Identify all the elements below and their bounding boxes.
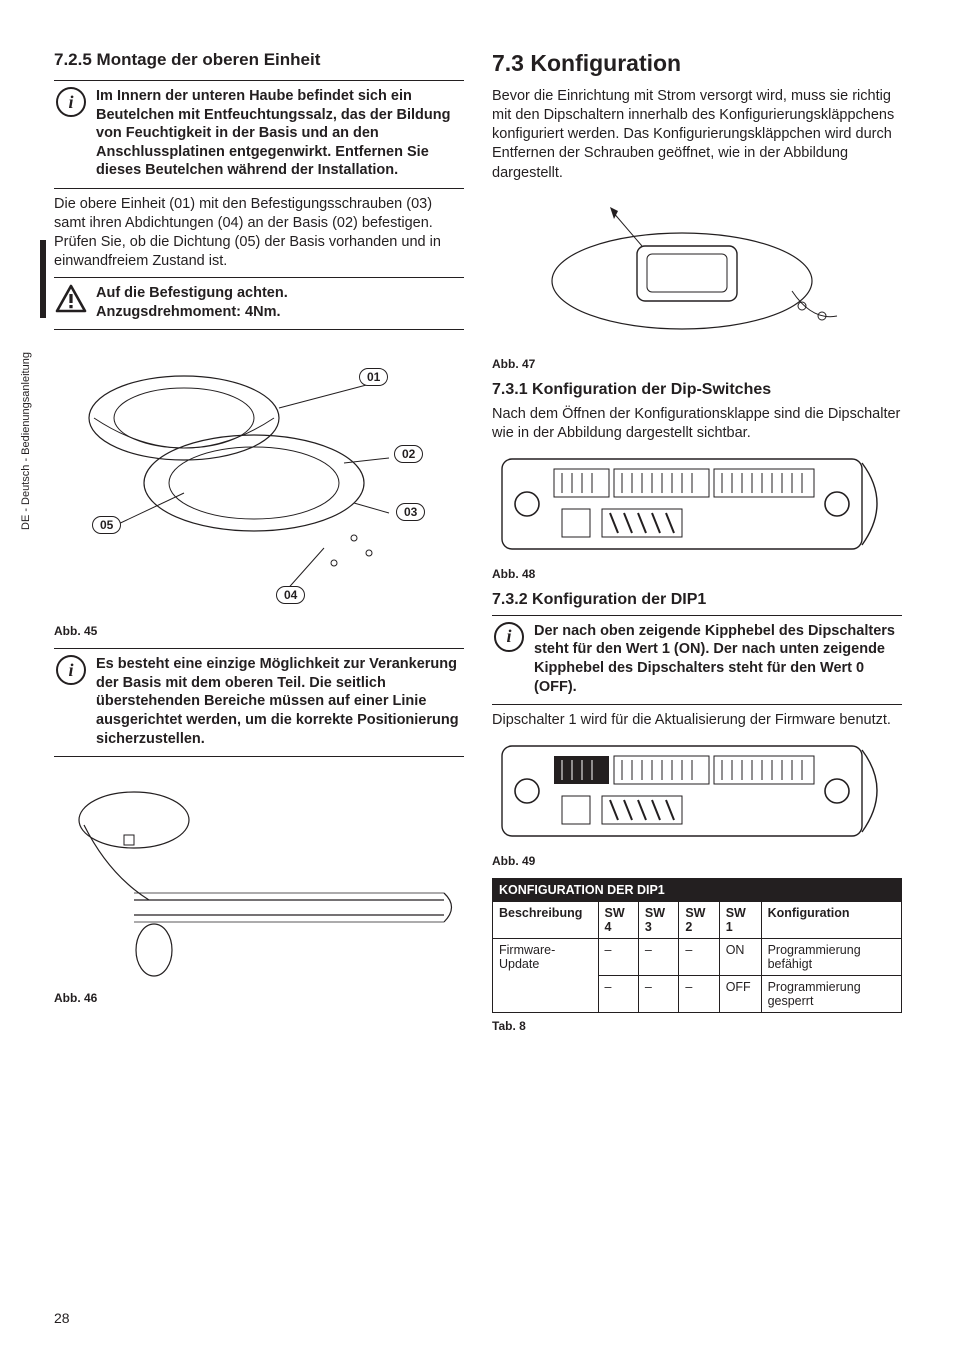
col-konfiguration: Konfiguration bbox=[761, 902, 901, 939]
cell: – bbox=[598, 976, 638, 1013]
info-icon: i bbox=[56, 87, 86, 117]
figure-49-caption: Abb. 49 bbox=[492, 854, 902, 868]
page-number: 28 bbox=[54, 1310, 70, 1326]
heading-7-3-1: 7.3.1 Konfiguration der Dip-Switches bbox=[492, 381, 902, 399]
side-marker-bar bbox=[40, 240, 46, 318]
info-icon: i bbox=[494, 622, 524, 652]
figure-46-svg bbox=[54, 765, 464, 985]
cell: Firmware-Update bbox=[493, 939, 599, 1013]
info-note-1: i Im Innern der unteren Haube befindet s… bbox=[54, 87, 464, 180]
divider bbox=[54, 80, 464, 81]
cell: Programmierung befähigt bbox=[761, 939, 901, 976]
callout-01: 01 bbox=[359, 368, 388, 386]
left-column: 7.2.5 Montage der oberen Einheit i Im In… bbox=[54, 50, 464, 1043]
divider bbox=[54, 277, 464, 278]
divider bbox=[492, 704, 902, 705]
figure-45: 01 02 03 04 05 bbox=[54, 338, 464, 618]
callout-03: 03 bbox=[396, 503, 425, 521]
cell: ON bbox=[719, 939, 761, 976]
info-note-right-1-text: Der nach oben zeigende Kipphebel des Dip… bbox=[534, 622, 902, 696]
figure-49-svg bbox=[492, 738, 902, 848]
col-sw3: SW 3 bbox=[638, 902, 678, 939]
divider bbox=[54, 756, 464, 757]
figure-49 bbox=[492, 738, 902, 848]
figure-48-svg bbox=[492, 451, 902, 561]
warning-icon bbox=[55, 284, 87, 314]
side-language-label: DE - Deutsch - Bedienungsanleitung bbox=[20, 352, 32, 530]
right-column: 7.3 Konfiguration Bevor die Einrichtung … bbox=[492, 50, 902, 1043]
col-beschreibung: Beschreibung bbox=[493, 902, 599, 939]
figure-47 bbox=[492, 191, 902, 351]
cell: – bbox=[638, 976, 678, 1013]
paragraph-right-3: Dipschalter 1 wird für die Aktualisierun… bbox=[492, 711, 902, 730]
dip1-config-table: KONFIGURATION DER DIP1 Beschreibung SW 4… bbox=[492, 878, 902, 1013]
col-sw1: SW 1 bbox=[719, 902, 761, 939]
info-note-2-text: Es besteht eine einzige Möglichkeit zur … bbox=[96, 655, 464, 748]
col-sw4: SW 4 bbox=[598, 902, 638, 939]
warning-note-1-text: Auf die Befestigung achten. Anzugsdrehmo… bbox=[96, 284, 288, 321]
divider bbox=[54, 648, 464, 649]
table-title: KONFIGURATION DER DIP1 bbox=[493, 879, 902, 902]
callout-04: 04 bbox=[276, 586, 305, 604]
callout-02: 02 bbox=[394, 445, 423, 463]
warn-line-2: Anzugsdrehmoment: 4Nm. bbox=[96, 304, 281, 320]
figure-46-caption: Abb. 46 bbox=[54, 991, 464, 1005]
figure-45-caption: Abb. 45 bbox=[54, 624, 464, 638]
figure-47-caption: Abb. 47 bbox=[492, 357, 902, 371]
figure-46 bbox=[54, 765, 464, 985]
figure-47-svg bbox=[492, 191, 902, 351]
cell: – bbox=[679, 939, 719, 976]
paragraph-right-2: Nach dem Öffnen der Konfigurationsklappe… bbox=[492, 405, 902, 443]
table-8-caption: Tab. 8 bbox=[492, 1019, 902, 1033]
figure-48 bbox=[492, 451, 902, 561]
heading-7-3-2: 7.3.2 Konfiguration der DIP1 bbox=[492, 591, 902, 609]
col-sw2: SW 2 bbox=[679, 902, 719, 939]
paragraph-right-1: Bevor die Einrichtung mit Strom versorgt… bbox=[492, 87, 902, 183]
heading-7-3: 7.3 Konfiguration bbox=[492, 50, 902, 77]
divider bbox=[492, 615, 902, 616]
cell: – bbox=[679, 976, 719, 1013]
heading-7-2-5: 7.2.5 Montage der oberen Einheit bbox=[54, 50, 464, 70]
info-note-1-text: Im Innern der unteren Haube befindet sic… bbox=[96, 87, 464, 180]
figure-48-caption: Abb. 48 bbox=[492, 567, 902, 581]
divider bbox=[54, 329, 464, 330]
info-note-right-1: i Der nach oben zeigende Kipphebel des D… bbox=[492, 622, 902, 696]
table-row: Firmware-Update – – – ON Programmierung … bbox=[493, 939, 902, 976]
warning-note-1: Auf die Befestigung achten. Anzugsdrehmo… bbox=[54, 284, 464, 321]
warn-line-1: Auf die Befestigung achten. bbox=[96, 285, 288, 301]
cell: Programmierung gesperrt bbox=[761, 976, 901, 1013]
figure-45-svg bbox=[54, 338, 464, 618]
paragraph-left-1: Die obere Einheit (01) mit den Befestigu… bbox=[54, 195, 464, 272]
callout-05: 05 bbox=[92, 516, 121, 534]
cell: OFF bbox=[719, 976, 761, 1013]
info-note-2: i Es besteht eine einzige Möglichkeit zu… bbox=[54, 655, 464, 748]
cell: – bbox=[598, 939, 638, 976]
cell: – bbox=[638, 939, 678, 976]
info-icon: i bbox=[56, 655, 86, 685]
divider bbox=[54, 188, 464, 189]
